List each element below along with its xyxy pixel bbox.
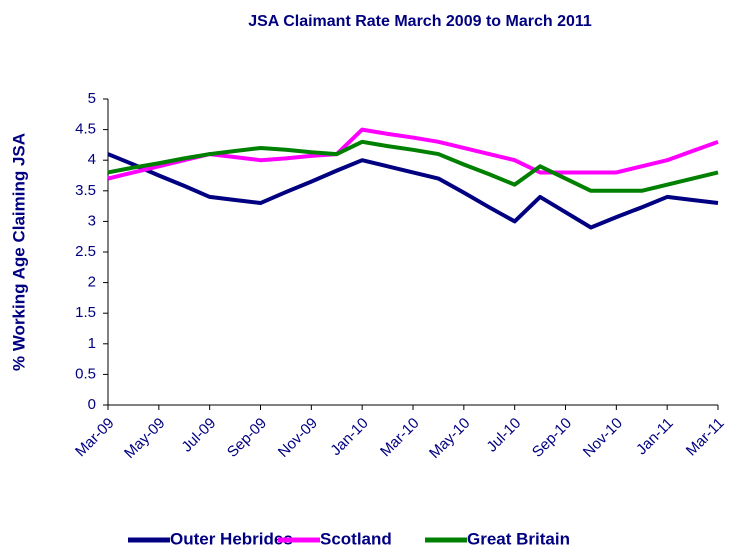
legend-label: Scotland	[320, 529, 392, 548]
x-tick-label: Sep-09	[224, 415, 270, 461]
legend-label: Outer Hebrides	[170, 529, 293, 548]
x-tick-label: Jan-10	[327, 415, 371, 459]
y-axis-label: % Working Age Claiming JSA	[9, 133, 28, 371]
y-tick-label: 4.5	[75, 121, 96, 138]
legend-label: Great Britain	[467, 529, 570, 548]
series-line	[107, 139, 719, 193]
y-tick-label: 1	[88, 335, 96, 352]
x-tick-label: Sep-10	[529, 415, 575, 461]
x-tick-label: Jan-11	[633, 415, 677, 459]
x-tick-label: Mar-09	[72, 415, 118, 461]
y-tick-label: 3.5	[75, 182, 96, 199]
x-tick-label: May-10	[426, 415, 473, 462]
x-tick-label: May-09	[121, 415, 168, 462]
y-tick-label: 2.5	[75, 243, 96, 260]
y-tick-label: 2	[88, 274, 96, 291]
x-tick-label: Mar-11	[683, 415, 728, 460]
y-tick-label: 0	[88, 396, 96, 413]
x-tick-label: Nov-09	[275, 415, 321, 461]
x-tick-label: Jul-10	[483, 415, 524, 456]
y-tick-label: 0.5	[75, 365, 96, 382]
y-tick-label: 1.5	[75, 304, 96, 321]
x-tick-label: Mar-10	[377, 415, 423, 461]
series-line	[107, 152, 719, 230]
chart-title: JSA Claimant Rate March 2009 to March 20…	[248, 13, 592, 30]
x-tick-label: Jul-09	[178, 415, 219, 456]
x-tick-label: Nov-10	[580, 415, 626, 461]
y-tick-label: 5	[88, 90, 96, 107]
y-tick-label: 4	[88, 151, 96, 168]
y-tick-label: 3	[88, 212, 96, 229]
